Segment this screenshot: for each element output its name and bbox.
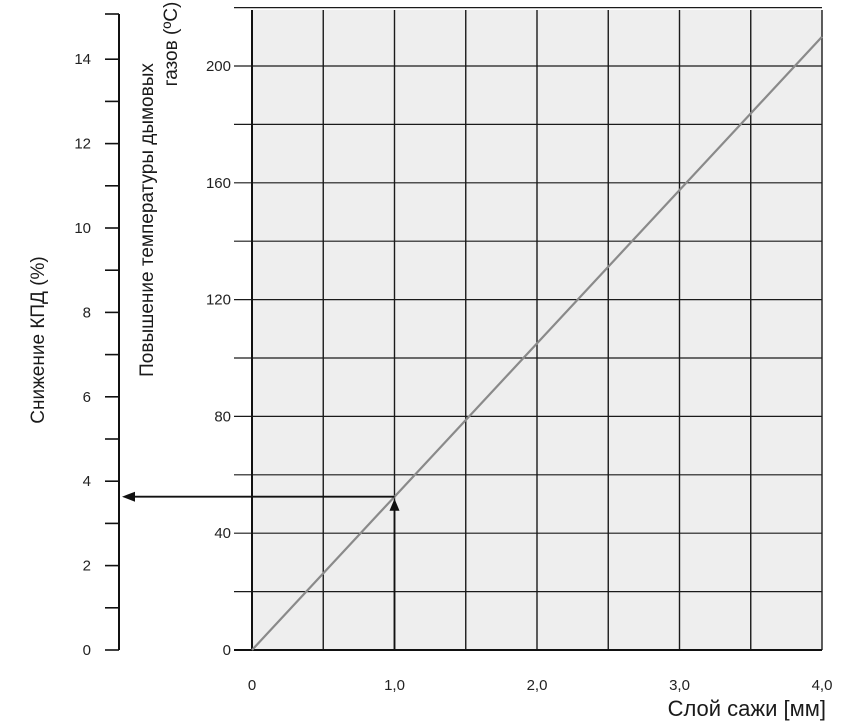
y-inner-tick-label: 160 (206, 175, 231, 192)
y-left-tick-label: 10 (74, 220, 91, 237)
y-left-tick-label: 12 (74, 136, 91, 153)
x-tick-label: 0 (248, 677, 256, 694)
x-tick-label: 2,0 (527, 677, 548, 694)
y-left-tick-label: 6 (83, 389, 91, 406)
y-left-tick-label: 0 (83, 642, 91, 659)
series (251, 36, 823, 651)
series-line (251, 36, 823, 651)
y-left-tick-label: 8 (83, 304, 91, 321)
x-tick-label: 3,0 (669, 677, 690, 694)
x-axis-title: Слой сажи [мм] (668, 696, 826, 721)
grid (234, 6, 823, 650)
ticks: 0 1,0 2,0 3,0 4,0 0 40 80 120 160 200 0 2 4 6 8 10 12 14 (74, 51, 832, 694)
y-axis-inner-title-line1: Повышение температуры дымовых (137, 63, 158, 377)
annotation-arrowhead-left (122, 491, 135, 502)
y-axis-inner-title-line2: газов (ºC) (161, 2, 182, 87)
axes (105, 10, 822, 651)
x-tick-label: 1,0 (384, 677, 405, 694)
y-axis-left-title: Снижение КПД (%) (28, 256, 49, 423)
y-left-tick-label: 4 (83, 473, 91, 490)
annotation-arrowhead-up (389, 498, 400, 511)
y-inner-tick-label: 200 (206, 58, 231, 75)
y-left-tick-label: 2 (83, 558, 91, 575)
y-inner-tick-label: 40 (214, 525, 231, 542)
y-inner-tick-label: 80 (214, 408, 231, 425)
y-inner-tick-label: 120 (206, 292, 231, 309)
y-inner-tick-label: 0 (223, 642, 231, 659)
annotation (122, 491, 400, 650)
x-tick-label: 4,0 (812, 677, 833, 694)
y-left-tick-label: 14 (74, 51, 91, 68)
